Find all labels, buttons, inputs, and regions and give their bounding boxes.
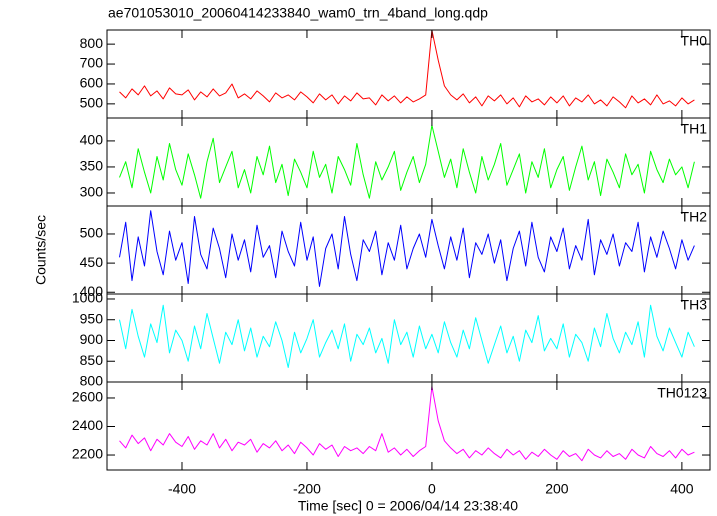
y-tick-label: 850 bbox=[80, 352, 104, 368]
y-tick-label: 900 bbox=[80, 331, 104, 347]
panel-frame bbox=[106, 205, 711, 295]
panel-frame bbox=[106, 29, 711, 119]
panel-label: TH0123 bbox=[657, 385, 707, 401]
y-tick-label: 700 bbox=[80, 55, 104, 71]
y-tick-label: 2400 bbox=[72, 417, 103, 433]
panel-label: TH3 bbox=[681, 297, 708, 313]
x-axis-label: Time [sec] 0 = 2006/04/14 23:38:40 bbox=[298, 498, 518, 514]
panel-label: TH0 bbox=[681, 33, 708, 49]
x-tick-label: 400 bbox=[670, 481, 694, 497]
data-line bbox=[119, 210, 695, 287]
data-line bbox=[119, 304, 695, 368]
x-tick-label: 0 bbox=[428, 481, 436, 497]
panel bbox=[119, 30, 695, 109]
panel bbox=[119, 304, 695, 368]
y-tick-label: 950 bbox=[80, 310, 104, 326]
y-tick-label: 2200 bbox=[72, 446, 103, 462]
y-tick-label: 800 bbox=[80, 35, 104, 51]
y-tick-label: 600 bbox=[80, 75, 104, 91]
panel bbox=[119, 386, 695, 462]
y-tick-label: 800 bbox=[80, 373, 104, 389]
data-line bbox=[119, 386, 695, 462]
y-tick-label: 500 bbox=[80, 95, 104, 111]
chart-title: ae701053010_20060414233840_wam0_trn_4ban… bbox=[108, 5, 488, 21]
x-tick-label: 200 bbox=[545, 481, 569, 497]
y-tick-label: 2600 bbox=[72, 389, 103, 405]
data-line bbox=[119, 30, 695, 109]
panel-label: TH2 bbox=[681, 209, 708, 225]
data-line bbox=[119, 124, 695, 199]
panel-frame bbox=[106, 117, 711, 207]
x-tick-label: -200 bbox=[293, 481, 321, 497]
y-tick-label: 300 bbox=[80, 184, 104, 200]
panel-frame bbox=[106, 381, 711, 471]
y-tick-label: 1000 bbox=[72, 290, 103, 306]
y-axis-label: Counts/sec bbox=[33, 215, 49, 285]
x-tick-label: -400 bbox=[168, 481, 196, 497]
y-tick-label: 450 bbox=[80, 254, 104, 270]
y-tick-label: 400 bbox=[80, 132, 104, 148]
y-tick-label: 350 bbox=[80, 158, 104, 174]
panel bbox=[119, 124, 695, 199]
y-tick-label: 400 bbox=[80, 283, 104, 299]
panel-label: TH1 bbox=[681, 121, 708, 137]
y-tick-label: 500 bbox=[80, 225, 104, 241]
panel bbox=[119, 210, 695, 287]
